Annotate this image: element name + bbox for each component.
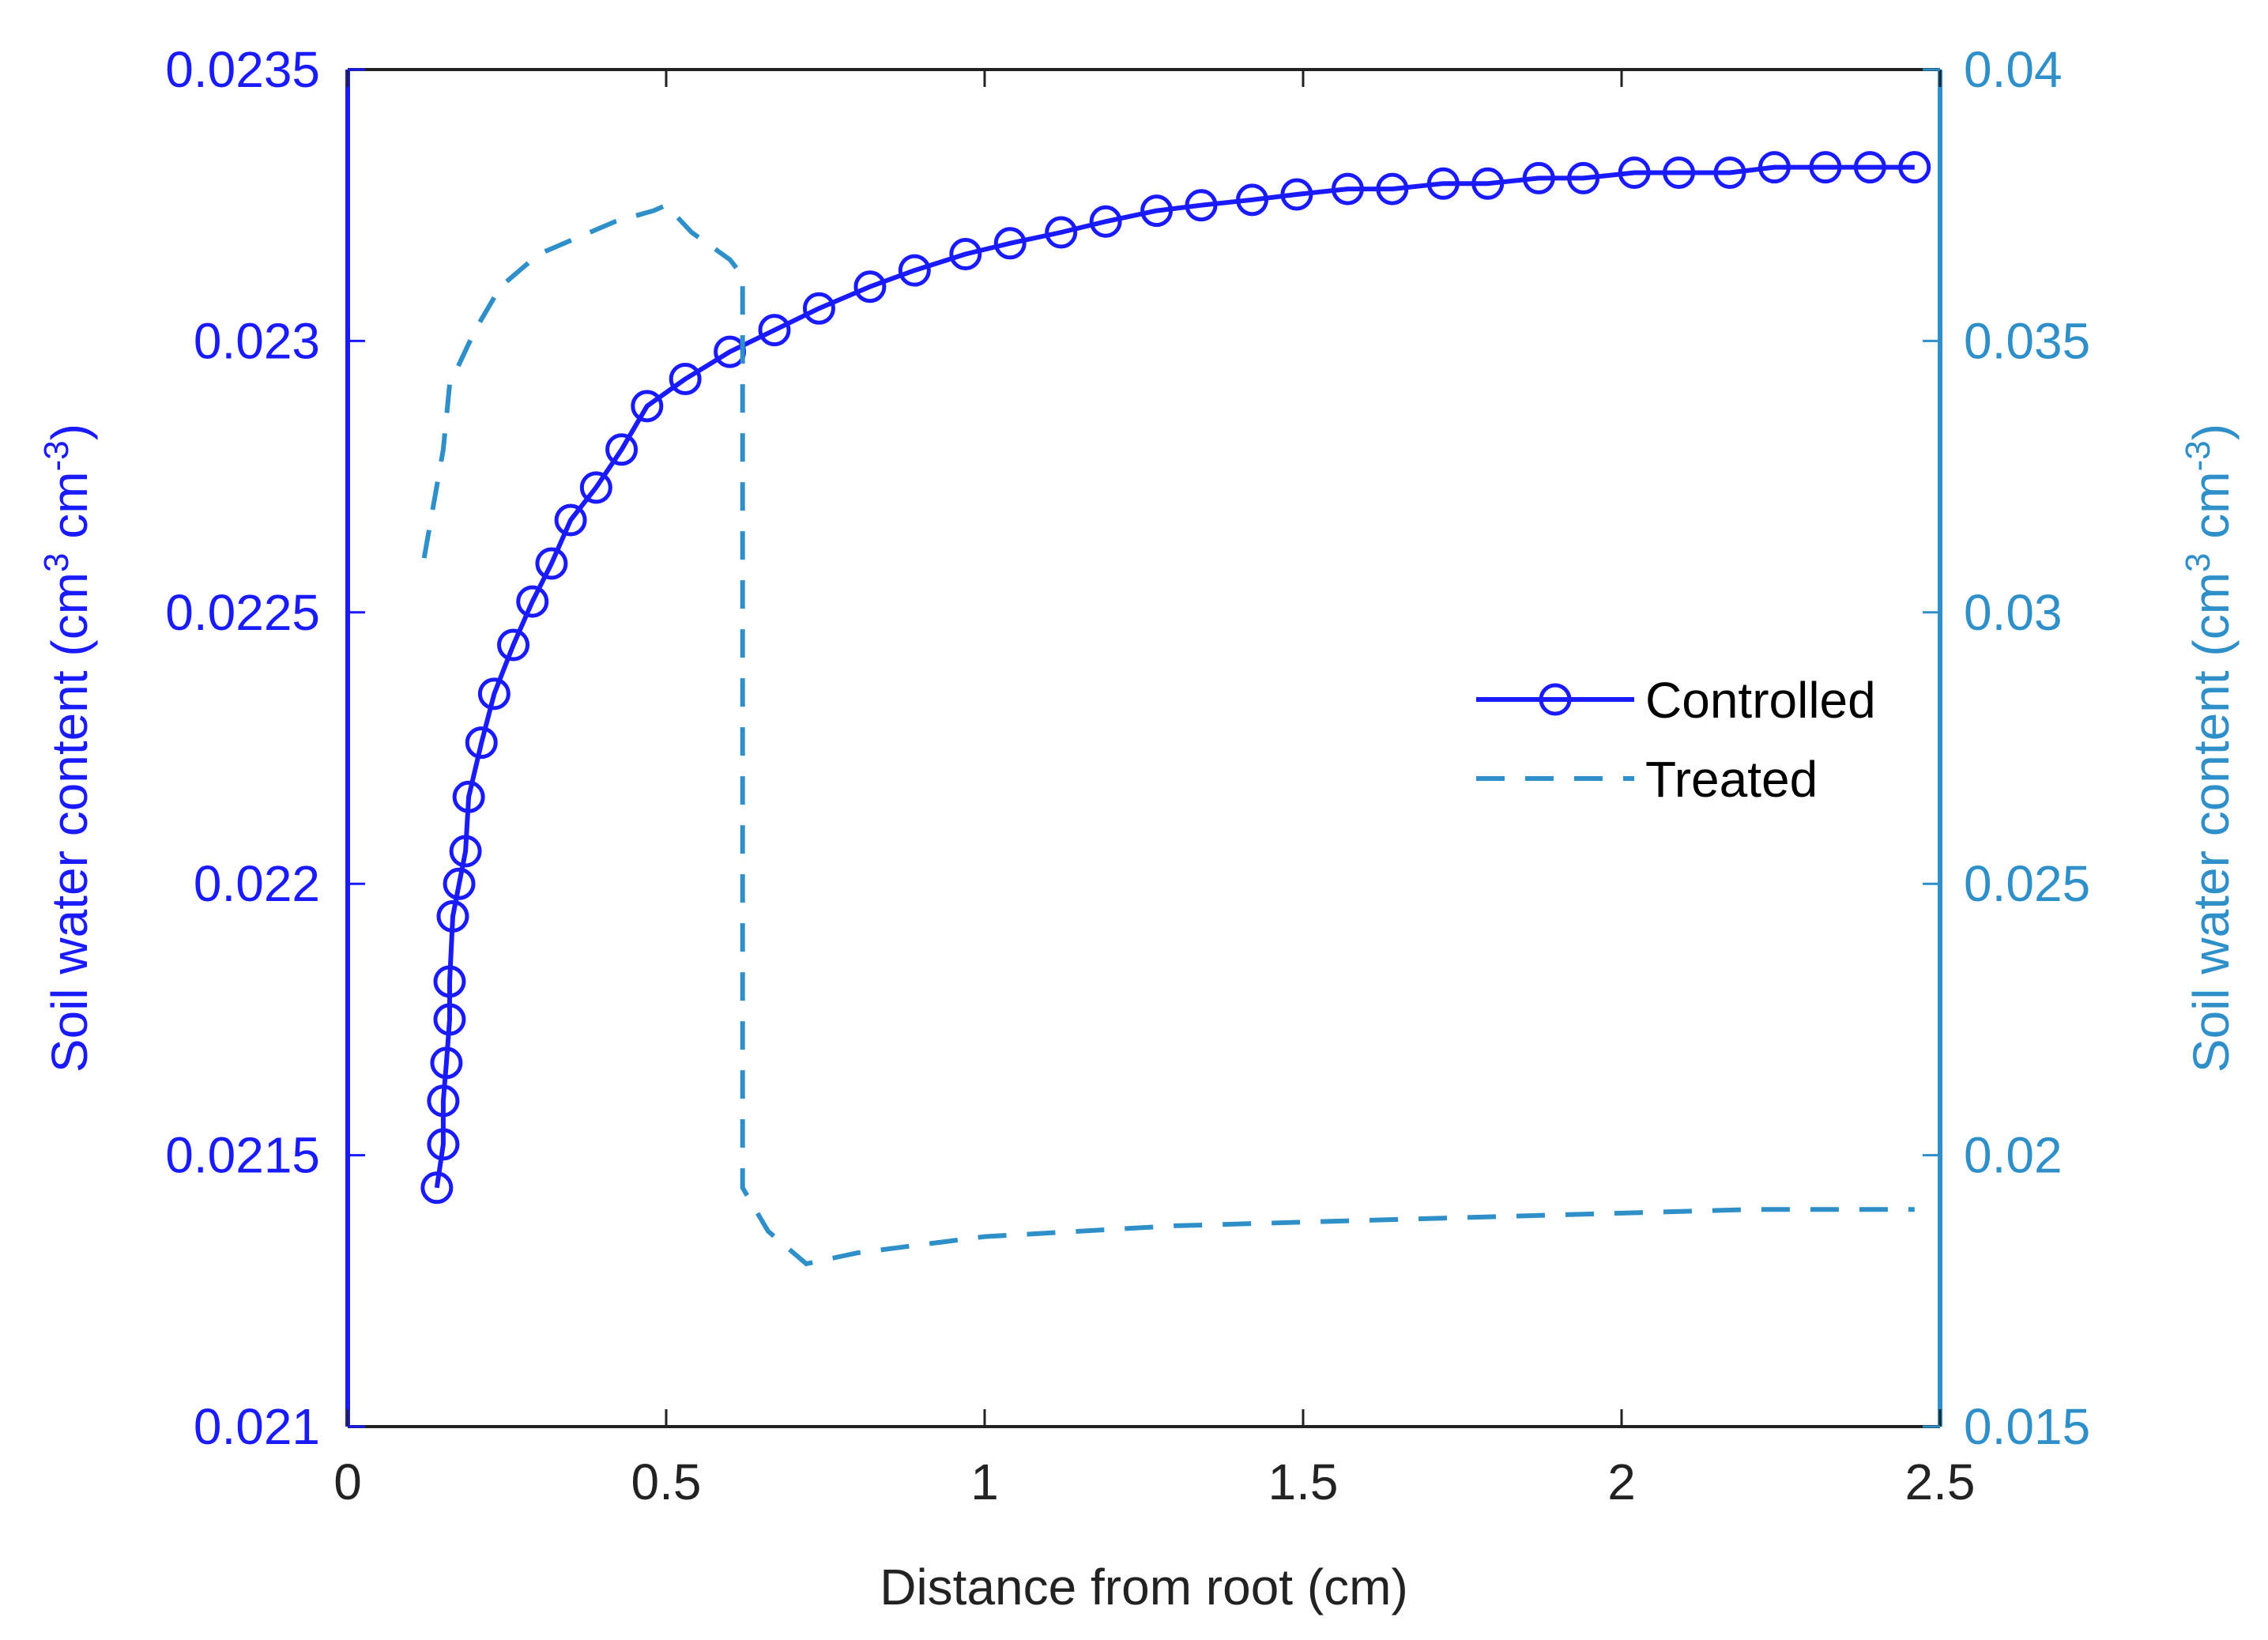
left-y-label-mid: cm <box>41 471 98 552</box>
left-y-tick-label: 0.0225 <box>165 584 320 641</box>
right-y-label-main: Soil water content (cm <box>2183 572 2240 1073</box>
controlled-point <box>1045 216 1078 249</box>
treated-line <box>421 202 1915 1267</box>
controlled-point <box>449 835 482 868</box>
legend-entry-controlled: Controlled <box>1476 672 1876 729</box>
legend-treated-label: Treated <box>1645 751 1818 808</box>
series-controlled <box>420 151 1931 1205</box>
controlled-point <box>1376 172 1409 205</box>
right-y-label-end: ) <box>2183 424 2240 440</box>
controlled-point <box>1471 167 1505 200</box>
controlled-point <box>1618 156 1651 189</box>
controlled-point <box>898 254 931 287</box>
controlled-point <box>443 867 476 900</box>
right-y-tick-label: 0.04 <box>1964 41 2063 98</box>
controlled-point <box>1898 151 1931 184</box>
left-y-tick-label: 0.0215 <box>165 1127 320 1184</box>
x-axis-label: Distance from root (cm) <box>880 1559 1408 1615</box>
plot-axes <box>345 68 1942 1428</box>
controlled-point <box>1522 161 1555 194</box>
controlled-point <box>427 1084 460 1118</box>
controlled-point <box>477 677 510 711</box>
controlled-point <box>669 362 702 395</box>
controlled-point <box>605 433 639 466</box>
controlled-point <box>1809 151 1842 184</box>
x-tick-label: 0 <box>333 1453 362 1510</box>
tick-labels: 0 0.5 1 1.5 2 2.5 0.021 0.0215 0.022 0.0225 0.023 0… <box>165 41 2090 1510</box>
x-tick-label: 2.5 <box>1905 1453 1976 1510</box>
controlled-point <box>430 1046 463 1080</box>
controlled-point <box>535 547 568 580</box>
series-layer <box>420 151 1931 1267</box>
controlled-point <box>554 503 587 537</box>
controlled-point <box>1185 189 1218 222</box>
right-y-axis-label: Soil water content (cm3 cm-3) <box>2179 424 2240 1073</box>
right-y-label-sup2: -3 <box>2179 440 2217 471</box>
x-tick-label: 1 <box>970 1453 999 1510</box>
controlled-point <box>1713 156 1746 189</box>
right-y-tick-label: 0.03 <box>1964 584 2063 641</box>
left-y-tick-label: 0.023 <box>194 312 320 369</box>
controlled-point <box>802 292 835 325</box>
controlled-point <box>631 390 664 423</box>
right-y-tick-label: 0.02 <box>1964 1127 2063 1184</box>
controlled-point <box>1140 194 1174 228</box>
x-tick-label: 1.5 <box>1268 1453 1339 1510</box>
left-y-tick-label: 0.022 <box>194 855 320 912</box>
right-y-tick-label: 0.035 <box>1964 312 2090 369</box>
left-y-tick-label: 0.0235 <box>165 41 320 98</box>
controlled-point <box>993 227 1027 260</box>
left-y-label-end: ) <box>41 424 98 440</box>
controlled-point <box>949 238 982 271</box>
controlled-point <box>579 471 612 504</box>
legend: Controlled Treated <box>1476 672 1876 808</box>
controlled-point <box>1236 183 1269 217</box>
controlled-point <box>1089 205 1122 238</box>
left-y-label-main: Soil water content (cm <box>41 572 98 1073</box>
legend-controlled-marker <box>1539 683 1572 716</box>
controlled-point <box>853 270 887 303</box>
controlled-point <box>465 726 498 760</box>
legend-controlled-label: Controlled <box>1645 672 1876 729</box>
x-tick-label: 0.5 <box>631 1453 702 1510</box>
left-y-tick-label: 0.021 <box>194 1398 320 1455</box>
controlled-point <box>1567 161 1600 194</box>
controlled-point <box>420 1171 454 1205</box>
controlled-point <box>433 965 466 998</box>
right-y-tick-label: 0.025 <box>1964 855 2090 912</box>
controlled-point <box>436 899 469 933</box>
controlled-point <box>452 780 485 813</box>
right-y-label-sup1: 3 <box>2179 552 2217 571</box>
left-y-label-sup1: 3 <box>37 552 76 571</box>
left-y-label-sup2: -3 <box>37 440 76 471</box>
controlled-point <box>433 1003 466 1036</box>
right-y-label-mid: cm <box>2183 471 2240 552</box>
controlled-point <box>427 1128 460 1161</box>
controlled-point <box>1280 178 1313 211</box>
series-treated <box>421 202 1915 1267</box>
controlled-point <box>516 585 549 618</box>
controlled-point <box>1758 151 1791 184</box>
x-tick-label: 2 <box>1607 1453 1636 1510</box>
controlled-point <box>1853 151 1886 184</box>
controlled-line <box>434 164 1915 1189</box>
controlled-point <box>758 314 791 347</box>
controlled-point <box>497 628 530 662</box>
right-y-tick-label: 0.015 <box>1964 1398 2090 1455</box>
controlled-point <box>1331 172 1364 205</box>
controlled-point <box>1426 167 1460 200</box>
controlled-point <box>1663 156 1696 189</box>
legend-entry-treated: Treated <box>1476 751 1818 808</box>
left-y-axis-label: Soil water content (cm3 cm-3) <box>37 424 99 1073</box>
